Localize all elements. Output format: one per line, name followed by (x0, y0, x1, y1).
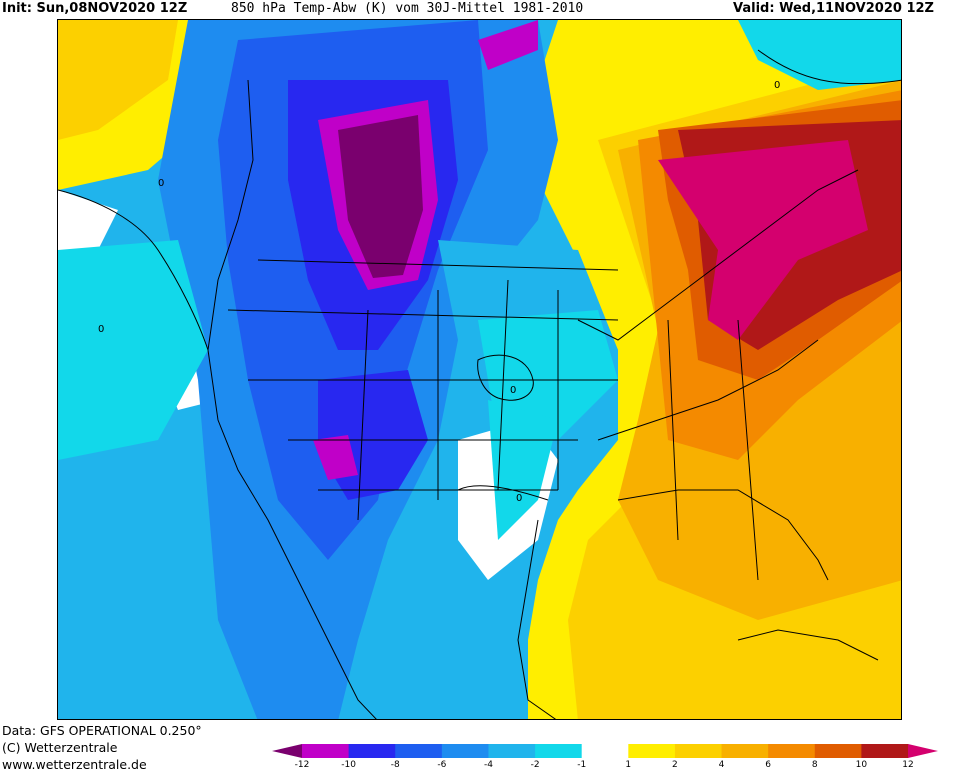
contour-label: 0 (98, 324, 104, 335)
legend-swatch (721, 744, 769, 758)
legend-tick-label: -1 (577, 760, 587, 770)
copyright: (C) Wetterzentrale (2, 740, 118, 755)
legend-tick-label: -10 (341, 760, 356, 770)
legend-swatch (441, 744, 489, 758)
legend-swatch (348, 744, 396, 758)
anomaly-map: 0 0 0 0 0 (57, 19, 902, 720)
cool-region (58, 240, 208, 460)
legend-swatch (395, 744, 443, 758)
legend-tick-label: 2 (672, 760, 678, 770)
legend-tick-label: 6 (765, 760, 772, 770)
cold-core (478, 20, 538, 70)
legend-swatch (628, 744, 676, 758)
color-legend: -12 -10 -8 -6 -4 -2 -1 1 2 4 6 8 10 12 (272, 741, 958, 776)
legend-swatch (674, 744, 723, 758)
init-time: Init: Sun,08NOV2020 12Z (2, 1, 188, 16)
product-title: 850 hPa Temp-Abw (K) vom 30J-Mittel 1981… (231, 1, 584, 16)
warm-region (58, 20, 178, 140)
cool-region (488, 400, 558, 540)
legend-swatch (535, 744, 583, 758)
contour-label: 0 (158, 178, 164, 189)
data-source: Data: GFS OPERATIONAL 0.250° (2, 723, 202, 738)
legend-swatch (814, 744, 862, 758)
warm-core (658, 140, 868, 340)
legend-swatch (581, 744, 629, 758)
map-canvas: 0 0 0 0 0 (58, 20, 901, 719)
legend-tick-label: -6 (437, 760, 447, 770)
legend-tick-label: 8 (811, 760, 818, 770)
valid-time: Valid: Wed,11NOV2020 12Z (733, 1, 934, 16)
legend-tick-label: 12 (902, 760, 914, 770)
legend-swatch (768, 744, 816, 758)
legend-tick-label: -4 (483, 760, 493, 770)
legend-swatch (302, 744, 350, 758)
contour-label: 0 (774, 80, 780, 91)
legend-tick-label: 10 (855, 760, 868, 770)
legend-tick-label: -12 (294, 760, 310, 770)
legend-swatch (488, 744, 536, 758)
legend-colorbar (272, 744, 938, 758)
cold-core (313, 435, 358, 480)
legend-tick-label: 1 (625, 760, 632, 770)
legend-tick-label: -2 (530, 760, 540, 770)
legend-arrow-high (908, 744, 938, 758)
neutral-band (58, 190, 118, 250)
contour-label: 0 (516, 493, 522, 504)
coastlines (207, 79, 879, 719)
legend-tick-label: 4 (718, 760, 725, 770)
cool-region (738, 20, 901, 90)
contour-label: 0 (510, 385, 516, 396)
website-link[interactable]: www.wetterzentrale.de (2, 757, 147, 772)
legend-swatch (861, 744, 909, 758)
cold-core (338, 115, 423, 278)
legend-tick-label: -8 (390, 760, 400, 770)
zero-contours (58, 49, 901, 501)
legend-arrow-low (272, 744, 302, 758)
